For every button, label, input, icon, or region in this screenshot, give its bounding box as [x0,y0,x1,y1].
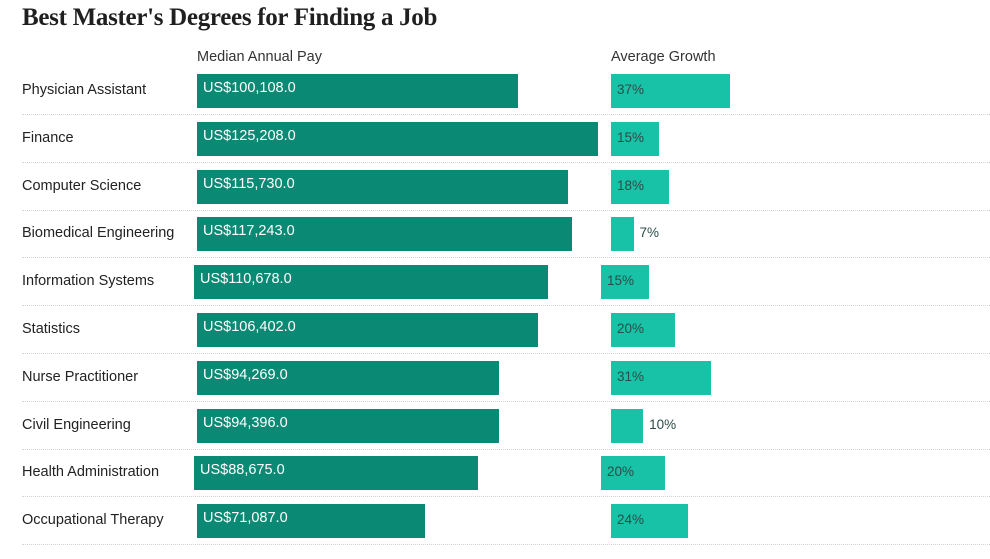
growth-bar [611,360,711,395]
category-label: Health Administration [22,464,160,481]
category-label: Civil Engineering [22,416,131,433]
pay-bar [197,121,598,156]
category-label: Statistics [22,321,81,337]
growth-bar [611,74,730,108]
category-label: Information Systems [22,273,155,290]
growth-bar [611,121,660,156]
pay-value-label: US$115,730.0 [203,175,295,192]
pay-bar [197,169,568,204]
row-divider [22,257,990,259]
chart-row-computer-science: Computer Science US$115,730.0 18% [0,163,990,211]
row-divider [22,114,990,115]
chart-row-physician-assistant: Physician Assistant US$100,108.0 37% [0,67,990,115]
pay-value-label: US$110,678.0 [200,271,292,288]
row-divider [22,496,990,498]
chart-row-finance: Finance US$125,208.0 15% [0,115,990,163]
growth-value-label: 15% [617,129,645,145]
category-label: Computer Science [22,177,142,194]
growth-value-label: 24% [617,512,645,528]
pay-bar [197,408,500,443]
pay-bar [197,360,499,395]
category-label: Occupational Therapy [22,512,164,529]
growth-value-label: 18% [617,177,645,193]
chart-row-civil-engineering: Civil Engineering US$94,396.0 10% [0,402,990,450]
pay-value-label: US$94,396.0 [203,414,288,431]
growth-value-label: 20% [617,321,645,336]
pay-value-label: US$106,402.0 [203,319,296,335]
pay-value-label: US$94,269.0 [203,366,288,383]
growth-bar [611,408,644,443]
growth-value-label: 15% [607,273,635,289]
growth-bar [601,265,650,300]
growth-bar [611,313,676,347]
row-divider [22,400,990,402]
pay-value-label: US$117,243.0 [203,223,295,240]
growth-value-label: 7% [639,225,660,241]
chart-row-health-administration: Health Administration US$88,675.0 20% [0,449,990,498]
pay-value-label: US$125,208.0 [203,127,296,144]
row-divider [22,161,990,163]
pay-value-label: US$88,675.0 [200,462,285,479]
chart-title: Best Master's Degrees for Finding a Job [22,4,438,31]
growth-value-label: 10% [649,416,677,432]
growth-bar [601,456,666,491]
row-divider [22,544,990,546]
growth-value-label: 20% [607,464,635,480]
growth-bar [611,217,634,252]
pay-bar [194,265,549,300]
category-label: Nurse Practitioner [22,368,139,385]
growth-value-label: 37% [617,82,645,97]
category-label: Finance [22,129,74,146]
pay-bar [197,504,425,539]
category-label: Physician Assistant [22,82,147,98]
pay-bar [197,74,518,108]
row-divider [22,448,990,450]
chart-row-information-systems: Information Systems US$110,678.0 15% [0,258,990,307]
pay-bar [194,456,478,491]
chart-row-occupational-therapy: Occupational Therapy US$71,087.0 24% [0,497,990,546]
row-divider [22,353,990,354]
chart-row-biomedical-engineering: Biomedical Engineering US$117,243.0 7% [0,210,990,259]
growth-bar [611,169,669,204]
pay-bar [197,313,538,347]
chart-row-statistics: Statistics US$106,402.0 20% [0,306,990,354]
pay-value-label: US$100,108.0 [203,80,296,96]
growth-bar [611,504,689,539]
category-label: Biomedical Engineering [22,225,175,242]
pay-value-label: US$71,087.0 [203,510,288,527]
pay-column-header: Median Annual Pay [197,49,322,65]
row-divider [22,305,990,307]
row-divider [22,209,990,211]
growth-column-header: Average Growth [611,49,716,65]
growth-value-label: 31% [617,368,645,384]
chart-row-nurse-practitioner: Nurse Practitioner US$94,269.0 31% [0,354,990,402]
pay-bar [197,217,573,252]
